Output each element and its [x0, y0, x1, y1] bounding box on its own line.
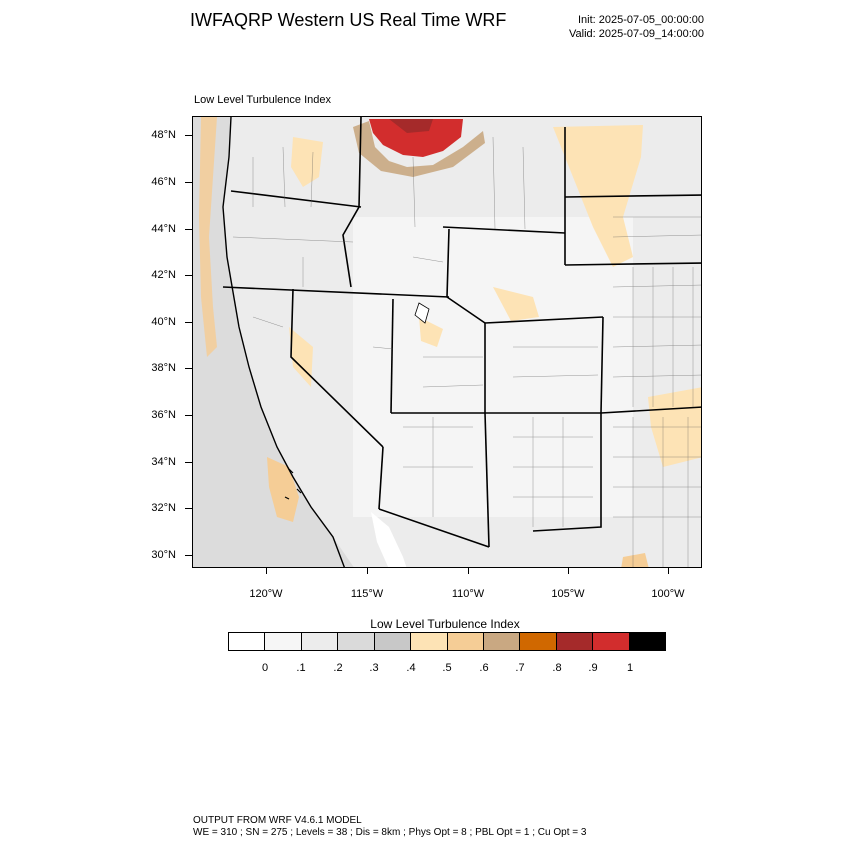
colorbar-cell	[447, 633, 484, 650]
lon-label-105w: 105°W	[551, 588, 585, 600]
lat-tick	[185, 508, 192, 509]
colorbar-label: .8	[552, 662, 562, 674]
colorbar-cell	[483, 633, 521, 650]
turbulence-patch-colorado	[493, 287, 539, 321]
az-west-border	[378, 446, 384, 510]
coastal-turbulence-band	[199, 117, 217, 357]
lat-label-34n: 34°N	[151, 456, 176, 468]
colorbar-cell	[265, 633, 302, 650]
ks-ok-border	[600, 406, 701, 414]
colorbar-cell	[520, 633, 557, 650]
interior-light-area	[353, 217, 633, 517]
map-panel	[192, 116, 702, 568]
pacific-ocean	[193, 117, 354, 567]
lat-tick	[185, 182, 192, 183]
turbulence-patch-washington	[291, 137, 323, 187]
pacific-coastline	[222, 117, 345, 567]
colorbar-cell	[411, 633, 448, 650]
lat-tick	[185, 368, 192, 369]
idaho-west-border	[342, 117, 362, 288]
ca-nv-border	[290, 288, 384, 448]
valid-time: Valid: 2025-07-09_14:00:00	[569, 28, 704, 40]
channel-islands	[284, 468, 302, 500]
lat-label-36n: 36°N	[151, 409, 176, 421]
init-time: Init: 2025-07-05_00:00:00	[578, 14, 704, 26]
lon-label-110w: 110°W	[451, 588, 485, 600]
turbulence-patch-texas	[621, 553, 649, 567]
lat-label-46n: 46°N	[151, 176, 176, 188]
moderate-turbulence-halo	[353, 121, 485, 177]
lat-label-44n: 44°N	[151, 223, 176, 235]
high-turbulence-montana	[369, 119, 463, 157]
lat-tick	[185, 555, 192, 556]
map-svg	[193, 117, 701, 567]
county-lines	[232, 136, 701, 567]
lon-tick	[668, 568, 669, 574]
lon-label-115w: 115°W	[350, 588, 384, 600]
state-boundaries	[222, 117, 701, 548]
model-info-line1: OUTPUT FROM WRF V4.6.1 MODEL	[193, 815, 362, 826]
or-wa-border	[230, 190, 362, 208]
colorbar-cell	[229, 633, 266, 650]
mt-wy-border	[442, 226, 566, 234]
colorbar-label: .9	[588, 662, 598, 674]
colorbar-label: 1	[626, 662, 634, 674]
colorbar-label: .3	[369, 662, 379, 674]
lon-tick	[568, 568, 569, 574]
lon-tick	[266, 568, 267, 574]
plot-title: IWFAQRP Western US Real Time WRF	[190, 10, 507, 30]
colorbar-cell	[556, 633, 594, 650]
colorbar-label: .7	[515, 662, 525, 674]
lat-label-40n: 40°N	[151, 316, 176, 328]
lat-label-42n: 42°N	[151, 269, 176, 281]
lat-tick	[185, 462, 192, 463]
az-nm-border	[484, 412, 490, 548]
map-field-label: Low Level Turbulence Index	[194, 94, 331, 106]
colorbar-label: .6	[479, 662, 489, 674]
colorbar-cell	[629, 633, 666, 650]
tx-panhandle-border	[532, 413, 602, 532]
turbulence-patch-utah	[419, 317, 443, 347]
colorbar-cell	[593, 633, 630, 650]
model-info-line2: WE = 310 ; SN = 275 ; Levels = 38 ; Dis …	[193, 827, 587, 838]
lon-tick	[367, 568, 368, 574]
ut-nv-border	[390, 298, 394, 414]
colorbar	[228, 632, 666, 651]
great-salt-lake	[414, 302, 430, 324]
wy-ut-border	[446, 228, 486, 324]
lon-label-120w: 120°W	[249, 588, 283, 600]
colorbar-label: .1	[296, 662, 306, 674]
lat-label-32n: 32°N	[151, 502, 176, 514]
lat-tick	[185, 229, 192, 230]
colorbar-cell	[301, 633, 339, 650]
co-east-border	[600, 316, 604, 414]
lat-tick	[185, 415, 192, 416]
az-mexico-border	[378, 508, 490, 548]
colorbar-cell	[374, 633, 412, 650]
nd-sd-border	[564, 194, 701, 198]
lat-label-38n: 38°N	[151, 362, 176, 374]
co-north-border	[484, 316, 604, 324]
colorbar-label: .5	[442, 662, 452, 674]
lat-label-48n: 48°N	[151, 129, 176, 141]
42n-border	[222, 286, 450, 298]
lon-label-100w: 100°W	[651, 588, 685, 600]
very-high-turbulence-core	[389, 119, 433, 133]
lat-label-30n: 30°N	[151, 549, 176, 561]
colorbar-cell	[338, 633, 375, 650]
colorbar-label: .4	[406, 662, 416, 674]
colorbar-title: Low Level Turbulence Index	[370, 617, 520, 631]
colorbar-label: 0	[261, 662, 269, 674]
lat-tick	[185, 322, 192, 323]
lon-tick	[468, 568, 469, 574]
sd-ne-border	[564, 262, 701, 266]
lat-tick	[185, 135, 192, 136]
colorbar-label: .2	[333, 662, 343, 674]
lat-tick	[185, 275, 192, 276]
gulf-of-california	[371, 512, 407, 567]
